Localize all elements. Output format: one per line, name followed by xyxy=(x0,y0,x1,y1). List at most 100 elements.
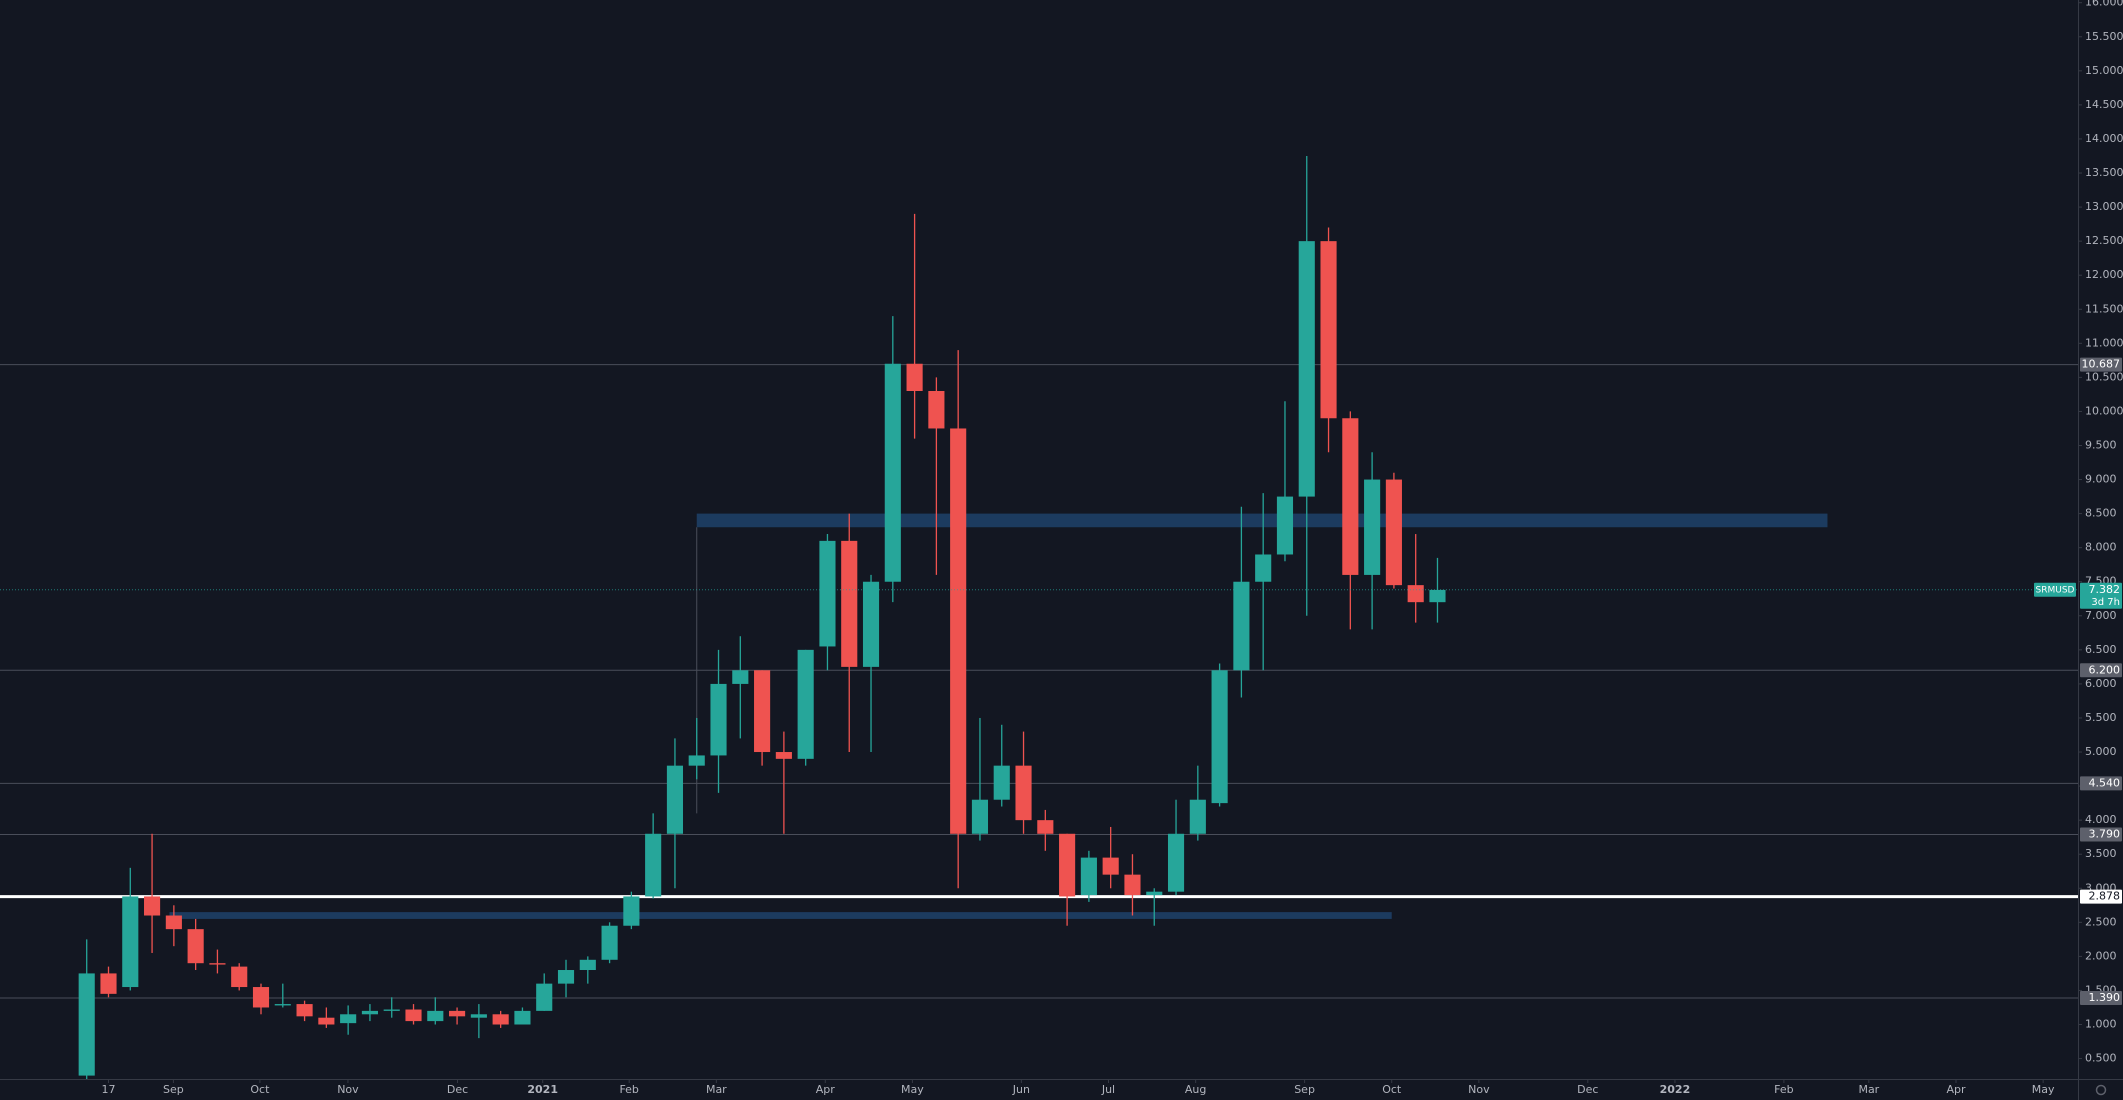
candle-body xyxy=(78,973,95,1076)
candle-body xyxy=(1102,857,1119,875)
candle-body xyxy=(449,1010,466,1017)
zone xyxy=(696,513,1828,528)
symbol-label: SRMUSD xyxy=(2036,585,2075,595)
candle-body xyxy=(165,915,182,930)
candle-body xyxy=(1342,418,1359,575)
y-tick-label: 6.000 xyxy=(2085,677,2117,690)
candle-body xyxy=(1124,874,1141,896)
candle-body xyxy=(645,833,662,897)
y-tick-label: 12.000 xyxy=(2085,268,2123,281)
last-price-bg xyxy=(2080,582,2122,609)
level-label-bg xyxy=(2080,776,2122,791)
candle-body xyxy=(1189,799,1206,834)
candle-body xyxy=(1037,820,1054,834)
candle-body xyxy=(187,929,204,964)
level-label-bg xyxy=(2080,990,2122,1005)
y-tick-label: 10.000 xyxy=(2085,404,2123,417)
level-label: 10.687 xyxy=(2082,358,2121,371)
candle-body xyxy=(514,1010,531,1025)
candle-body xyxy=(732,670,749,684)
candle-body xyxy=(1429,589,1446,603)
countdown-label: 3d 7h xyxy=(2091,597,2120,608)
candle-body xyxy=(100,973,117,994)
y-tick-label: 7.000 xyxy=(2085,609,2117,622)
y-tick-label: 1.000 xyxy=(2085,1018,2117,1031)
candle-body xyxy=(470,1014,487,1018)
y-tick-label: 15.500 xyxy=(2085,30,2123,43)
x-tick-label: May xyxy=(901,1083,924,1096)
candle-body xyxy=(841,540,858,667)
y-tick-label: 0.500 xyxy=(2085,1052,2117,1065)
y-tick-label: 13.500 xyxy=(2085,166,2123,179)
candle-body xyxy=(928,391,945,429)
y-tick-label: 2.500 xyxy=(2085,915,2117,928)
y-tick-label: 8.000 xyxy=(2085,541,2117,554)
candle-body xyxy=(1211,670,1228,804)
y-tick-label: 14.500 xyxy=(2085,98,2123,111)
y-tick-label: 16.000 xyxy=(2085,0,2123,9)
x-tick-label: Jun xyxy=(1012,1083,1030,1096)
x-tick-label: Dec xyxy=(447,1083,468,1096)
candle-body xyxy=(492,1014,509,1025)
candle-body xyxy=(209,963,226,965)
y-tick-label: 12.500 xyxy=(2085,234,2123,247)
candle-body xyxy=(1364,479,1381,575)
candle-body xyxy=(1167,833,1185,892)
level-label-bg xyxy=(2080,827,2122,842)
candle-body xyxy=(993,765,1010,800)
zone xyxy=(169,912,1392,919)
y-tick-label: 9.000 xyxy=(2085,473,2117,486)
x-tick-label: Dec xyxy=(1577,1083,1598,1096)
candle-body xyxy=(427,1010,444,1022)
level-label-bg xyxy=(2080,663,2122,678)
candle-body xyxy=(1080,857,1097,896)
y-tick-label: 14.000 xyxy=(2085,132,2123,145)
candle-body xyxy=(884,363,901,582)
candle-body xyxy=(971,799,989,834)
x-tick-label: Apr xyxy=(1946,1083,1966,1096)
candle-body xyxy=(340,1014,357,1024)
x-tick-label: May xyxy=(2032,1083,2055,1096)
x-tick-label: Jul xyxy=(1101,1083,1115,1096)
candle-body xyxy=(536,983,553,1011)
x-tick-label: 17 xyxy=(101,1083,115,1096)
candle-body xyxy=(383,1009,400,1011)
candle-body xyxy=(405,1009,422,1022)
candle-body xyxy=(862,581,880,667)
level-label: 4.540 xyxy=(2089,776,2121,789)
y-tick-label: 5.000 xyxy=(2085,745,2117,758)
level-label-bg xyxy=(2080,357,2122,372)
candle-body xyxy=(122,896,139,988)
symbol-label-bg xyxy=(2034,582,2076,597)
candle-body xyxy=(1276,496,1294,555)
x-tick-label: Sep xyxy=(1294,1083,1315,1096)
candle-body xyxy=(754,670,771,753)
level-label: 3.790 xyxy=(2089,827,2121,840)
candle-body xyxy=(1298,241,1315,497)
x-tick-label: Apr xyxy=(816,1083,836,1096)
x-tick-label: Nov xyxy=(1468,1083,1490,1096)
candle-body xyxy=(1059,833,1076,897)
candle-body xyxy=(775,752,792,759)
key-level-label: 2.878 xyxy=(2089,890,2121,903)
candle-body xyxy=(1320,241,1337,419)
candle-body xyxy=(144,896,161,916)
y-tick-label: 13.000 xyxy=(2085,200,2123,213)
x-tick-label: Mar xyxy=(706,1083,727,1096)
x-tick-label: 2021 xyxy=(527,1083,558,1096)
candle-body xyxy=(231,966,248,988)
y-tick-label: 8.500 xyxy=(2085,507,2117,520)
settings-icon[interactable] xyxy=(2095,1084,2107,1096)
candle-body xyxy=(601,925,618,960)
candle-body xyxy=(318,1017,335,1025)
key-level-label-bg xyxy=(2080,889,2122,904)
y-tick-label: 5.500 xyxy=(2085,711,2117,724)
y-tick-label: 2.000 xyxy=(2085,949,2117,962)
y-tick-label: 11.500 xyxy=(2085,302,2123,315)
candle-body xyxy=(361,1010,378,1015)
level-label: 6.200 xyxy=(2089,663,2121,676)
x-tick-label: Aug xyxy=(1185,1083,1206,1096)
